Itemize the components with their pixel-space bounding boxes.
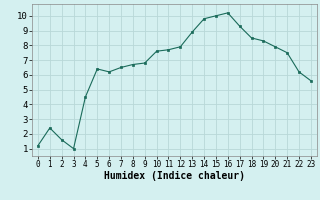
X-axis label: Humidex (Indice chaleur): Humidex (Indice chaleur) (104, 171, 245, 181)
